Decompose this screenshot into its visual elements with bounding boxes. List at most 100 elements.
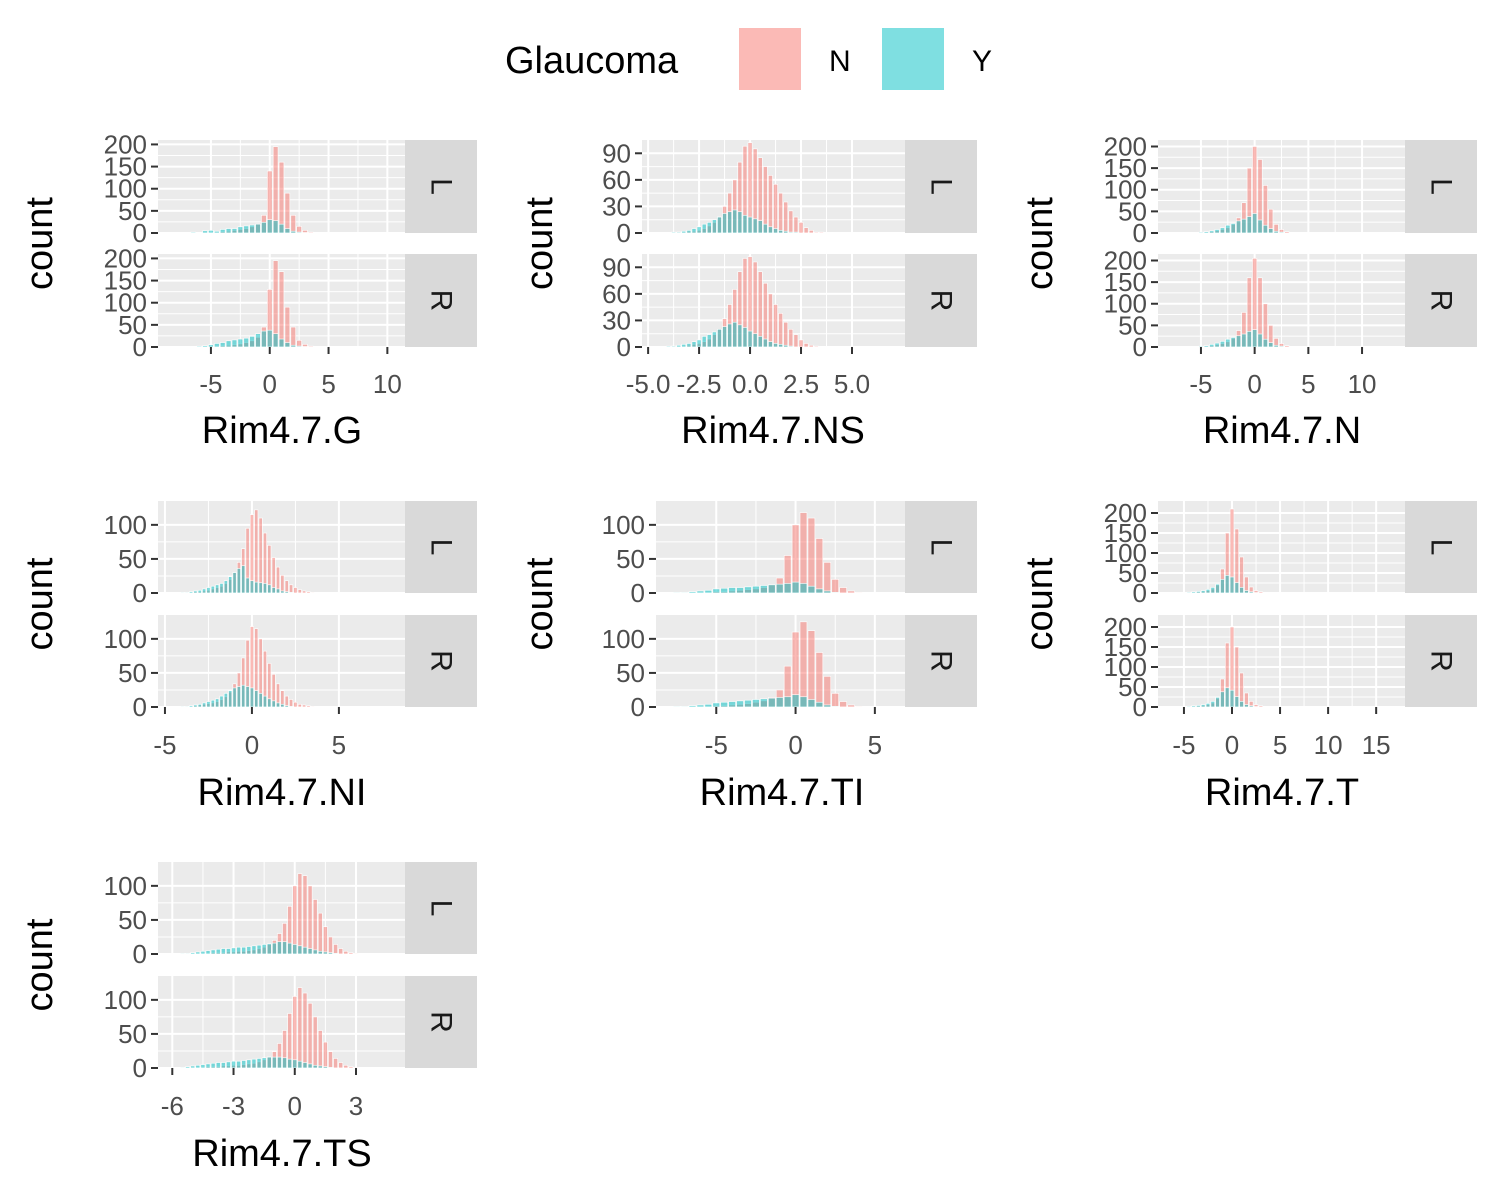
bar-y <box>289 706 294 708</box>
bar-y <box>214 230 220 234</box>
bar-y <box>208 230 214 234</box>
y-tick-label: 0 <box>1133 692 1147 722</box>
bar-y <box>215 584 220 594</box>
bar-y <box>284 591 289 594</box>
y-tick-label: 50 <box>118 196 147 226</box>
bar-y <box>1262 224 1268 234</box>
bar-n <box>773 304 778 348</box>
bar-y <box>672 706 681 708</box>
bar-y <box>704 703 713 708</box>
bar-y <box>312 1064 318 1069</box>
bar-y <box>747 216 753 234</box>
y-axis-title: count <box>19 557 61 650</box>
bar-n <box>847 704 855 708</box>
x-tick-label: -6 <box>161 1091 184 1121</box>
y-tick-label: 200 <box>1104 612 1147 642</box>
bar-y <box>696 590 705 594</box>
bar-y <box>236 1060 241 1069</box>
bar-y <box>210 699 215 708</box>
bar-n <box>831 579 839 594</box>
bar-n <box>290 326 297 348</box>
bar-y <box>271 700 276 708</box>
bar-y <box>1279 345 1284 348</box>
bar-y <box>1214 229 1220 234</box>
bar-y <box>263 695 267 708</box>
bar-y <box>1279 231 1284 234</box>
x-tick-label: 5.0 <box>834 369 870 399</box>
y-tick-label: 0 <box>617 218 631 248</box>
bar-y <box>261 222 267 234</box>
bar-y <box>297 945 303 955</box>
bar-y <box>717 328 722 348</box>
bar-y <box>688 591 697 594</box>
bar-y <box>261 944 267 955</box>
y-tick-label: 150 <box>1104 153 1147 183</box>
bar-y <box>249 224 255 234</box>
bar-y <box>760 698 768 708</box>
x-tick-label: -5 <box>705 730 728 760</box>
bar-y <box>706 334 712 348</box>
bar-n <box>297 987 303 1069</box>
bar-y <box>210 949 216 955</box>
bar-n <box>258 517 263 594</box>
bar-y <box>246 946 252 955</box>
bar-n <box>813 345 819 348</box>
bar-n <box>292 885 298 955</box>
bar-y <box>1229 689 1235 708</box>
y-tick-label: 200 <box>1104 498 1147 528</box>
facet-strip <box>405 254 477 347</box>
bar-y <box>1224 575 1230 594</box>
bar-n <box>280 574 285 594</box>
bar-n <box>353 953 359 955</box>
bar-y <box>1249 591 1254 594</box>
x-axis-title: Rim4.7.NI <box>198 772 367 814</box>
bar-y <box>202 588 207 594</box>
y-tick-label: 0 <box>133 692 147 722</box>
facet-strip-label: R <box>925 290 958 312</box>
bar-y <box>228 576 233 594</box>
bar-n <box>768 175 773 234</box>
bar-y <box>1196 705 1201 708</box>
y-tick-label: 150 <box>1104 632 1147 662</box>
bar-y <box>691 341 697 348</box>
bar-y <box>1273 344 1279 348</box>
bar-y <box>195 951 201 955</box>
bar-y <box>231 228 238 234</box>
bar-y <box>799 696 808 708</box>
bar-y <box>236 946 241 955</box>
bar-y <box>258 693 263 708</box>
bar-y <box>231 947 236 955</box>
y-tick-label: 100 <box>1104 538 1147 568</box>
bar-y <box>728 701 736 708</box>
y-tick-label: 150 <box>104 266 147 296</box>
bar-n <box>808 230 814 234</box>
bar-y <box>189 705 194 708</box>
bar-y <box>328 1067 333 1069</box>
bar-y <box>1203 345 1209 348</box>
bar-y <box>778 344 783 348</box>
facet-panel-R: 0 50 100 R <box>104 976 477 1083</box>
bar-n <box>819 231 824 234</box>
bar-y <box>1215 697 1220 708</box>
bar-y <box>277 941 282 955</box>
y-tick-label: 0 <box>133 218 147 248</box>
bar-y <box>193 590 198 594</box>
bar-y <box>1220 691 1225 708</box>
bar-n <box>855 706 863 708</box>
bar-y <box>231 1060 236 1069</box>
bar-y <box>1230 223 1236 234</box>
bar-y <box>815 588 824 594</box>
bar-n <box>302 590 307 594</box>
y-axis-title: count <box>519 197 561 290</box>
y-tick-label: 50 <box>1118 196 1147 226</box>
y-tick-label: 90 <box>602 252 631 282</box>
bar-n <box>807 630 816 708</box>
bar-y <box>737 324 743 348</box>
bar-n <box>348 1066 354 1069</box>
x-tick-label: 0 <box>788 730 802 760</box>
bar-y <box>831 592 839 594</box>
bar-y <box>261 1057 267 1069</box>
